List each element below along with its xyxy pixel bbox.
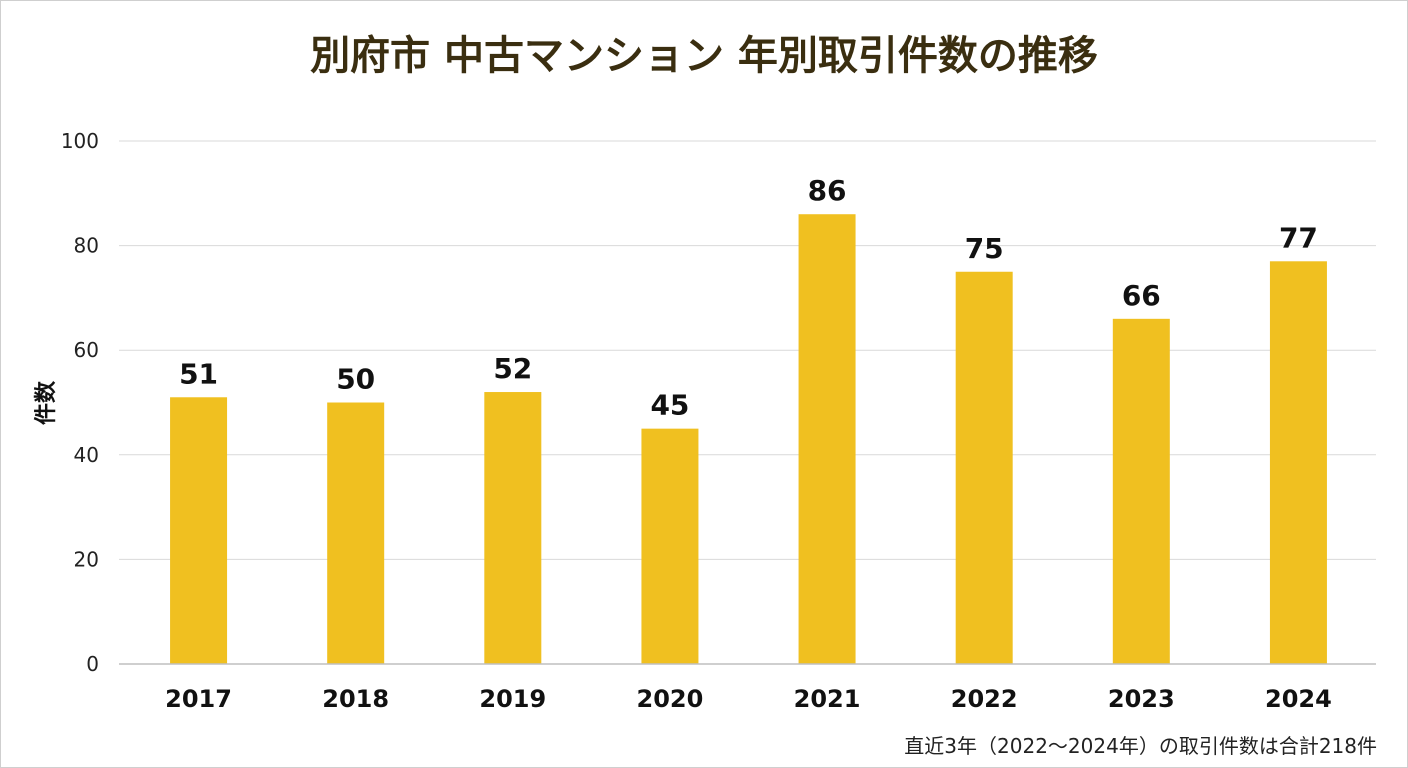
bars (170, 214, 1327, 664)
data-label-2018: 50 (336, 363, 375, 396)
data-label-2023: 66 (1122, 279, 1161, 312)
bar-2019 (484, 392, 542, 664)
y-tick-label: 40 (74, 443, 99, 467)
bar-2020 (641, 428, 699, 664)
data-labels: 51 50 52 45 86 75 66 77 (179, 174, 1318, 421)
y-tick-label: 20 (74, 547, 99, 571)
data-label-2020: 45 (650, 389, 689, 422)
data-label-2021: 86 (808, 174, 847, 207)
data-label-2017: 51 (179, 357, 218, 390)
bar-2024 (1269, 261, 1327, 664)
bar-2022 (955, 271, 1013, 664)
bar-2021 (798, 214, 856, 664)
bar-2017 (170, 397, 228, 664)
x-tick-label: 2022 (951, 685, 1018, 713)
y-tick-label: 100 (61, 129, 99, 153)
y-tick-label: 0 (86, 652, 99, 676)
x-tick-label: 2021 (794, 685, 861, 713)
y-axis-ticks: 0 20 40 60 80 100 (61, 129, 99, 676)
x-tick-label: 2018 (322, 685, 389, 713)
y-tick-label: 80 (74, 234, 99, 258)
data-label-2022: 75 (965, 232, 1004, 265)
x-tick-label: 2019 (479, 685, 546, 713)
x-tick-label: 2024 (1265, 685, 1332, 713)
chart-title: 別府市 中古マンション 年別取引件数の推移 (310, 33, 1098, 79)
bar-2018 (327, 402, 385, 664)
x-tick-label: 2020 (637, 685, 704, 713)
x-axis-ticks: 2017 2018 2019 2020 2021 2022 2023 2024 (165, 685, 1332, 713)
x-tick-label: 2017 (165, 685, 232, 713)
gridlines (119, 140, 1376, 560)
y-tick-label: 60 (74, 338, 99, 362)
data-label-2019: 52 (493, 352, 532, 385)
bar-2023 (1112, 318, 1170, 664)
data-label-2024: 77 (1279, 221, 1318, 254)
footnote-annotation: 直近3年（2022〜2024年）の取引件数は合計218件 (904, 734, 1377, 758)
y-axis-label: 件数 (33, 380, 59, 425)
x-tick-label: 2023 (1108, 685, 1175, 713)
